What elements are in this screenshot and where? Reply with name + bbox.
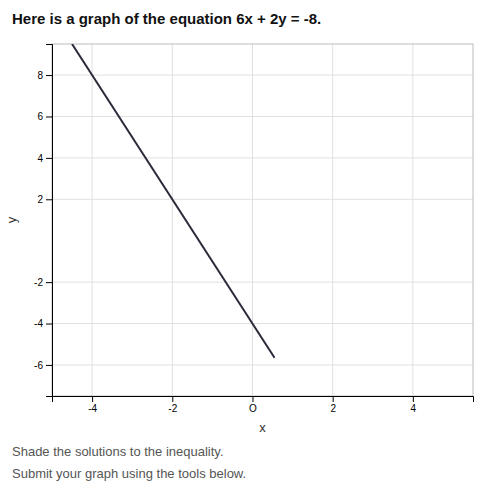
x-tick-mark [172,396,173,402]
grid-line-y [52,199,473,200]
y-tick-mark [46,199,52,200]
y-tick-label: 4 [37,153,43,164]
x-tick: 2 [330,396,336,414]
y-tick-mark [46,75,52,76]
x-axis: -4 -2 O 2 4 [53,396,474,414]
y-tick-label: -6 [34,360,43,371]
subtitle: Shade the solutions to the inequality. [12,444,224,459]
x-tick-label: O [249,403,257,414]
y-tick-label: -2 [34,277,43,288]
x-tick-mark [92,396,93,402]
grid-line-y [52,282,473,283]
x-tick-mark [333,396,334,402]
y-tick-label: -4 [34,318,43,329]
x-axis-label: x [259,420,266,435]
grid-line-y [52,157,473,158]
grid-line-x [92,44,93,396]
y-tick: 8 [37,70,52,81]
y-axis-label: y [4,216,19,223]
x-tick: 4 [411,396,417,414]
x-tick: -2 [168,396,177,414]
grid-line-x [412,44,413,396]
y-axis-line [46,45,53,397]
y-tick-label: 6 [37,111,43,122]
y-tick-mark [46,116,52,117]
y-tick: 6 [37,111,52,122]
y-tick: 4 [37,153,52,164]
y-tick: -6 [34,360,52,371]
y-axis: -6 -4 -2 2 4 6 8 [34,45,52,397]
x-tick-mark [413,396,414,402]
y-tick-mark [46,158,52,159]
x-tick-mark [252,396,253,402]
y-tick-mark [46,282,52,283]
line [72,44,274,358]
subtitle: Submit your graph using the tools below. [12,466,246,481]
grid-line-y [52,364,473,365]
x-tick: O [249,396,257,414]
grid-line-x [252,44,253,396]
x-tick-label: 4 [411,403,417,414]
y-tick: 2 [37,194,52,205]
x-axis-line [53,397,474,403]
y-tick-label: 2 [37,194,43,205]
grid [52,44,473,396]
grid-line-y [52,75,473,76]
grid-line-x [332,44,333,396]
x-tick-label: 2 [330,403,336,414]
title: Here is a graph of the equation 6x + 2y … [12,10,321,27]
grid-line-y [52,116,473,117]
y-tick-mark [46,324,52,325]
y-tick-mark [46,365,52,366]
plot-frame [52,44,473,396]
y-tick: -4 [34,318,52,329]
x-tick-label: -2 [168,403,177,414]
plot: -4 -2 O 2 4 -6 -4 -2 2 4 6 8 x y [4,44,474,435]
grid-line-y [52,323,473,324]
chart: Here is a graph of the equation 6x + 2y … [0,0,497,496]
marks [72,44,274,358]
x-tick-label: -4 [88,403,97,414]
y-tick-label: 8 [37,70,43,81]
x-tick: -4 [88,396,97,414]
grid-line-x [172,44,173,396]
y-tick: -2 [34,277,52,288]
